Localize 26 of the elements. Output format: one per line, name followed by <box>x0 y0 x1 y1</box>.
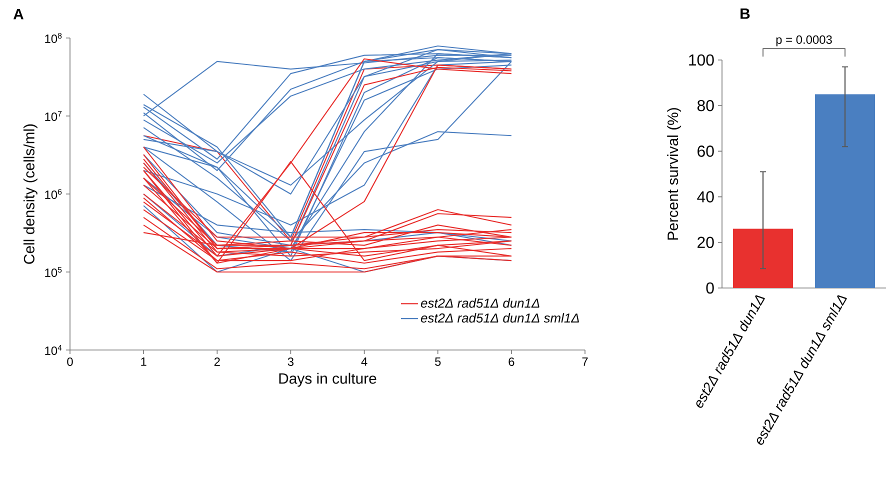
y-axis-title: Percent survival (%) <box>667 108 682 240</box>
y-tick-label: 10$^{4}$ <box>45 345 62 355</box>
y-tick-label: 10$^{8}$ <box>45 32 62 43</box>
chart-title: A <box>13 9 24 20</box>
legend-label: est2Δ rad51Δ dun1Δ sml1Δ <box>420 313 579 323</box>
y-tick-label: 60 <box>698 146 714 157</box>
y-tick-label: 80 <box>697 100 714 112</box>
y-tick-label: 100 <box>689 54 714 66</box>
text: p = 0.0003 <box>776 35 832 46</box>
y-tick-label: 10$^{5}$ <box>45 267 62 277</box>
y-axis-title: Cell density (cells/ml) <box>23 124 38 264</box>
x-tick-label: 1 <box>141 357 146 366</box>
x-tick-label: 0 <box>67 357 73 366</box>
y-tick-label: 10$^{7}$ <box>45 111 62 121</box>
x-tick-label: 7 <box>582 357 588 366</box>
y-tick-label: 0 <box>706 282 714 294</box>
x-tick-label: 5 <box>435 357 441 366</box>
x-tick-label: 3 <box>288 357 294 366</box>
x-tick-label: 2 <box>214 357 220 366</box>
chart-title: B <box>740 8 750 19</box>
y-tick-label: 10$^{6}$ <box>45 188 62 199</box>
x-tick-label: 6 <box>508 357 514 366</box>
x-axis-title: Days in culture <box>279 372 376 387</box>
x-tick-label: 4 <box>361 357 368 366</box>
y-tick-label: 20 <box>698 236 714 248</box>
y-tick-label: 40 <box>697 191 714 202</box>
